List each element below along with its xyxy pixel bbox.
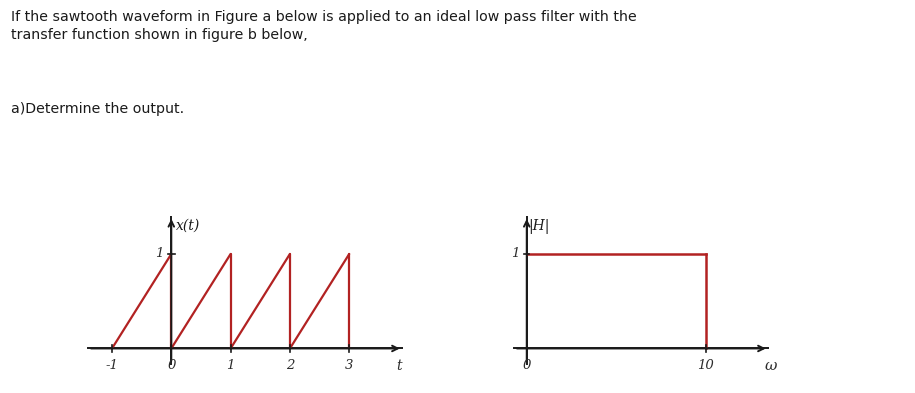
Text: ω: ω <box>765 359 778 373</box>
Text: 1: 1 <box>156 248 164 261</box>
Text: t: t <box>397 359 403 373</box>
Text: If the sawtooth waveform in Figure a below is applied to an ideal low pass filte: If the sawtooth waveform in Figure a bel… <box>11 10 637 42</box>
Text: a)Determine the output.: a)Determine the output. <box>11 102 184 116</box>
Text: 10: 10 <box>697 359 715 372</box>
Text: 1: 1 <box>226 359 235 372</box>
Text: 0: 0 <box>167 359 176 372</box>
Text: -1: -1 <box>105 359 118 372</box>
Text: x(t): x(t) <box>176 219 200 233</box>
Text: 3: 3 <box>345 359 353 372</box>
Text: 0: 0 <box>522 359 531 372</box>
Text: 2: 2 <box>285 359 294 372</box>
Text: |H|: |H| <box>529 219 550 234</box>
Text: 1: 1 <box>511 248 520 261</box>
